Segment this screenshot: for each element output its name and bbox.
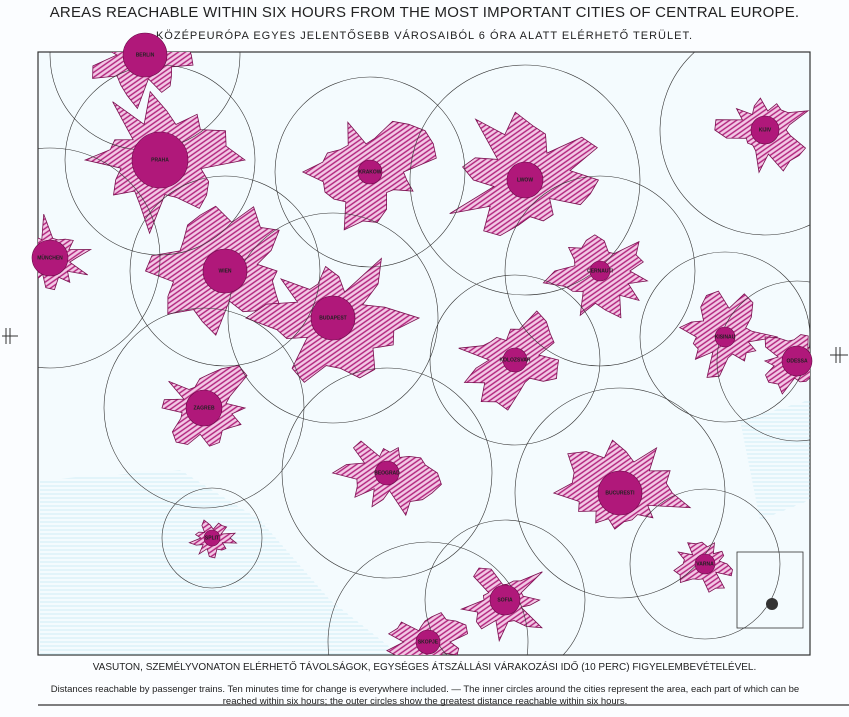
inner-circle [502, 347, 528, 373]
outer-circle [514, 387, 726, 599]
outer-circle [327, 541, 529, 655]
caption: Distances reachable by passenger trains.… [50, 684, 800, 707]
city-label: MÜNCHEN [37, 254, 63, 261]
city-label: PRAHA [151, 157, 169, 163]
city-label: WIEN [218, 268, 231, 274]
inner-circle [202, 248, 248, 294]
registration-mark [830, 347, 848, 363]
inset-box [736, 551, 804, 629]
outer-circle [129, 175, 321, 367]
outer-circle [103, 307, 305, 509]
inner-circle [714, 326, 736, 348]
outer-circle [424, 519, 586, 655]
city-label: ODESSA [786, 358, 808, 364]
city-label: LWOW [517, 177, 533, 183]
registration-mark [2, 328, 18, 344]
city-label: ZAGREB [193, 405, 215, 411]
map-title: AREAS REACHABLE WITHIN SIX HOURS FROM TH… [49, 4, 800, 21]
city-label: KISINAU [715, 334, 736, 340]
sea [40, 470, 400, 655]
city-label: SKOPJE [418, 639, 439, 645]
inner-circle [185, 389, 223, 427]
city-label: SPLIT [205, 535, 219, 541]
city-label: KRAKOW [358, 169, 381, 175]
city-label: BUDAPEST [319, 315, 347, 321]
city-label: KIJIV [759, 127, 772, 133]
inner-circle [357, 159, 383, 185]
outer-circle [629, 488, 781, 640]
city-label: VARNA [696, 561, 714, 567]
inner-circle [374, 460, 400, 486]
inner-circle [415, 629, 441, 655]
outer-circle [409, 64, 641, 296]
city-label: KOLOZSVAR [499, 357, 530, 363]
cities: BERLIN PRAHA KRAKOW LWOW KIJIV MÜNCHEN WIEN BUD… [31, 32, 813, 655]
map-subtitle: KÖZÉPEURÓPA EGYES JELENTŐSEBB VÁROSAIBÓL… [155, 30, 694, 42]
outer-circle [639, 251, 810, 423]
city-label: CERNAUTI [587, 268, 613, 274]
inner-circle [694, 553, 716, 575]
footer-hungarian: VASUTON, SZEMÉLYVONATON ELÉRHETŐ TÁVOLSÁ… [92, 662, 757, 673]
inner-circle [31, 239, 69, 277]
city-label: BEOGRAD [374, 470, 400, 476]
outer-circle [38, 147, 161, 369]
city-label: BERLIN [136, 52, 155, 58]
inner-circle [597, 470, 643, 516]
outer-circle [161, 487, 263, 589]
inner-circle [506, 161, 544, 199]
inset-symbol [766, 598, 778, 610]
reachable-area [92, 52, 194, 110]
inner-circle [203, 529, 221, 547]
sea [740, 400, 810, 520]
inner-circle [489, 584, 521, 616]
outer-circle [281, 367, 493, 579]
inner-circle [122, 32, 168, 78]
outer-circle [659, 52, 810, 236]
outer-circle [716, 280, 810, 442]
outer-circle [274, 76, 466, 268]
inner-circle [781, 345, 813, 377]
outer-circle [227, 212, 439, 424]
city-label: SOFIA [497, 597, 513, 603]
inner-circle [310, 295, 356, 341]
city-label: BUCURESTI [605, 490, 635, 496]
outer-circle [429, 274, 601, 446]
inner-circle [589, 260, 611, 282]
inner-circle [131, 131, 189, 189]
inner-circle [750, 115, 780, 145]
